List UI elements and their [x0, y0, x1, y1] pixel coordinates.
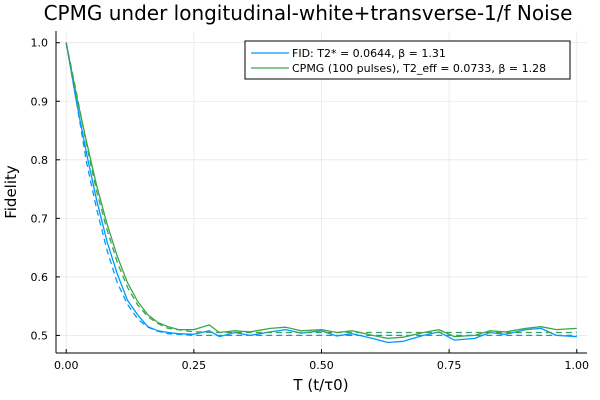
legend-label-fid: FID: T2* = 0.0644, β = 1.31	[292, 47, 446, 60]
y-tick-label: 0.8	[31, 154, 49, 167]
chart-title: CPMG under longitudinal-white+transverse…	[44, 1, 573, 25]
legend: FID: T2* = 0.0644, β = 1.31 CPMG (100 pu…	[244, 40, 571, 80]
x-tick-label: 0.00	[54, 359, 79, 372]
legend-box	[244, 40, 571, 80]
y-tick-label: 0.9	[31, 95, 49, 108]
legend-label-cpmg: CPMG (100 pulses), T2_eff = 0.0733, β = …	[292, 62, 546, 75]
x-tick-label: 0.50	[309, 359, 334, 372]
y-tick-label: 1.0	[31, 37, 49, 50]
y-tick-label: 0.6	[31, 271, 49, 284]
y-axis-label: Fidelity	[2, 165, 20, 219]
series-layer	[65, 42, 577, 344]
series-line-2	[65, 42, 577, 340]
x-tick-label: 1.00	[565, 359, 590, 372]
x-axis-label: T (t/τ0)	[292, 376, 348, 394]
y-tick-label: 0.5	[31, 329, 49, 342]
x-tick-label: 0.25	[182, 359, 207, 372]
x-tick-label: 0.75	[437, 359, 462, 372]
y-tick-label: 0.7	[31, 212, 49, 225]
series-line-0	[65, 42, 577, 344]
x-ticks: 0.00 0.25 0.50 0.75 1.00	[54, 349, 589, 372]
y-ticks: 0.5 0.6 0.7 0.8 0.9 1.0	[31, 37, 60, 342]
